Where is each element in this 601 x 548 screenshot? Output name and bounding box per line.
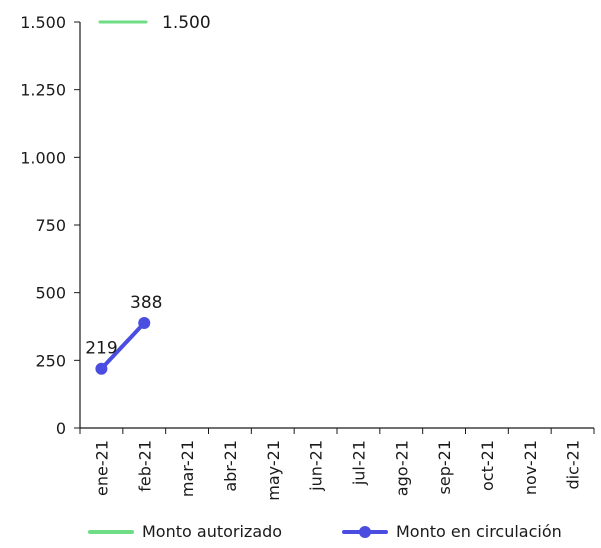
series-monto-en-circulacion-point <box>138 316 151 329</box>
data-label-monto-en-circulacion: 388 <box>130 293 162 313</box>
x-tick-label: may-21 <box>264 440 283 501</box>
x-tick-label: ene-21 <box>92 440 111 496</box>
legend-swatch-monto-en-circulacion <box>342 525 388 538</box>
x-tick-label: mar-21 <box>178 440 197 497</box>
data-label-monto-autorizado: 1.500 <box>162 13 211 33</box>
x-tick-label: jul-21 <box>349 440 368 486</box>
legend: Monto autorizado Monto en circulación <box>0 522 601 548</box>
data-label-monto-en-circulacion: 219 <box>85 339 117 359</box>
legend-swatch-monto-autorizado <box>88 529 134 534</box>
x-tick-label: ago-21 <box>392 440 411 496</box>
legend-item-monto-autorizado: Monto autorizado <box>88 522 282 541</box>
x-tick-label: jun-21 <box>307 440 326 492</box>
x-tick-label: nov-21 <box>521 440 540 495</box>
x-tick-label: oct-21 <box>478 440 497 491</box>
y-tick-label: 500 <box>35 284 66 303</box>
y-tick-label: 1.500 <box>20 13 66 32</box>
y-tick-label: 1.250 <box>20 81 66 100</box>
legend-marker-icon <box>359 525 371 538</box>
y-tick-label: 250 <box>35 351 66 370</box>
legend-label-monto-en-circulacion: Monto en circulación <box>396 522 562 541</box>
series-monto-en-circulacion-point <box>95 362 108 375</box>
x-tick-label: sep-21 <box>435 440 454 494</box>
x-tick-label: feb-21 <box>135 440 154 492</box>
y-tick-label: 750 <box>35 216 66 235</box>
legend-label-monto-autorizado: Monto autorizado <box>142 522 283 541</box>
x-tick-label: abr-21 <box>221 440 240 492</box>
y-tick-label: 1.000 <box>20 148 66 167</box>
series-monto-en-circulacion-line <box>99 320 147 371</box>
legend-item-monto-en-circulacion: Monto en circulación <box>342 522 562 541</box>
y-tick-label: 0 <box>56 419 66 438</box>
line-chart: 0 250 500 750 1.000 1.250 1.500 ene-21 feb-21 mar… <box>20 13 595 501</box>
x-tick-label: dic-21 <box>564 440 583 490</box>
